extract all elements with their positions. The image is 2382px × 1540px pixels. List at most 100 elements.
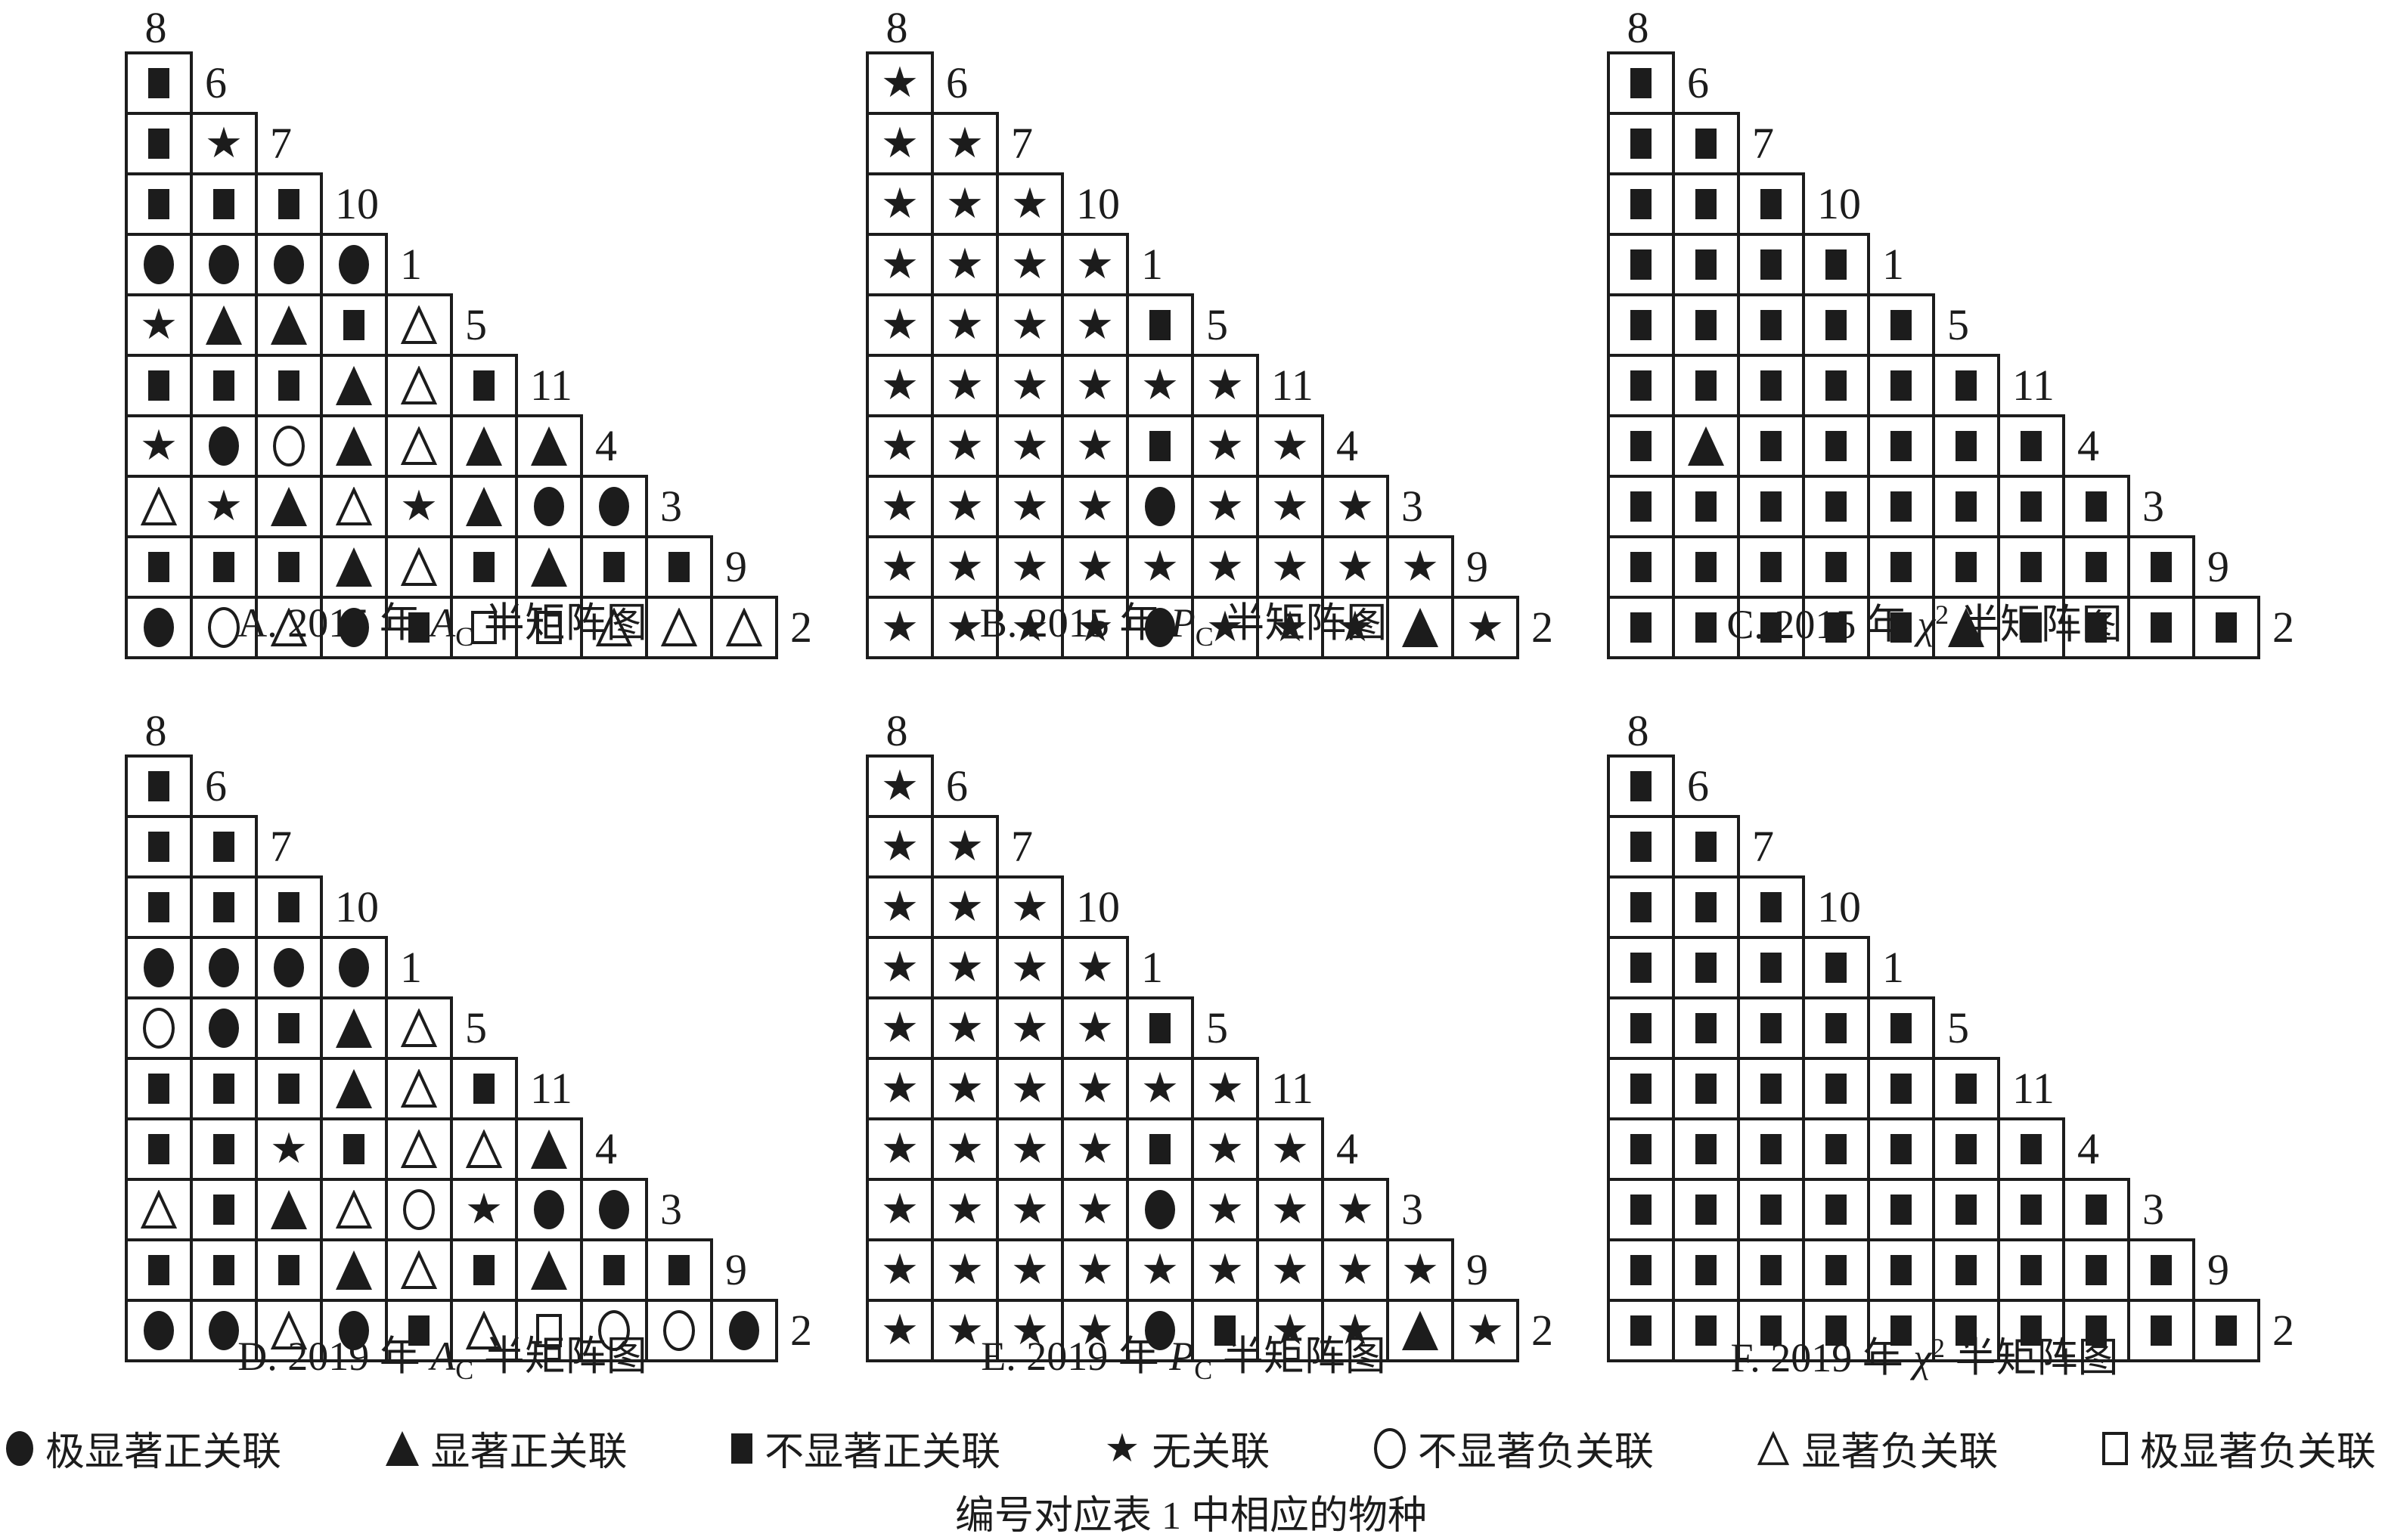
matrix-row: 7 [125, 815, 812, 878]
caption-prefix: E. 2019 年 [981, 1334, 1170, 1379]
matrix-cell [1802, 1117, 1870, 1181]
filled-square-icon [1825, 249, 1847, 280]
open-triangle-icon [401, 305, 437, 344]
matrix-cell: ★ [866, 233, 934, 296]
matrix-row-label: 6 [946, 58, 968, 107]
matrix-cell [645, 1299, 713, 1362]
filled-square-icon [1956, 370, 1977, 401]
matrix-row-label: 3 [2142, 1185, 2164, 1234]
matrix-cell [190, 875, 258, 939]
half-matrix: ★ 6 ★ ★ 7 ★ ★ ★ 10 ★ ★ ★ ★ 1 ★ ★ ★ ★ 5 ★ ★ ★ ★ ★ ★ 11 ★ ★ ★ ★ ★ ★ 4 ★ ★ ★ ★ ★… [866, 755, 1553, 1362]
filled-square-icon [473, 1074, 495, 1104]
matrix-row-label: 1 [400, 240, 422, 289]
matrix-row: ★ ★ ★ ★ ★ ★ 4 [866, 1117, 1553, 1181]
matrix-row: 9 [1607, 535, 2294, 599]
matrix-cell [320, 475, 388, 538]
filled-square-icon [2086, 491, 2107, 522]
star-icon: ★ [945, 943, 985, 992]
matrix-cell [1737, 354, 1805, 417]
matrix-cell [2062, 596, 2130, 659]
matrix-top-label: 8 [144, 706, 167, 755]
matrix-row: ★ ★ ★ ★ ★ ★ 11 [866, 354, 1553, 417]
matrix-cell: ★ [1061, 936, 1129, 999]
matrix-row-label: 2 [2272, 603, 2294, 652]
matrix-cell: ★ [866, 1117, 934, 1181]
legend-label: 不显著正关联 [765, 1431, 1001, 1474]
filled-square-icon [2021, 552, 2042, 582]
filled-square-icon [2151, 1315, 2172, 1346]
panel-f: 8 6 7 10 1 5 11 4 3 9 2 [1607, 709, 2294, 1362]
filled-triangle-icon [1948, 608, 1984, 647]
matrix-cell: ★ [996, 996, 1064, 1060]
filled-square-icon [1760, 552, 1782, 582]
panel-c: 8 6 7 10 1 5 11 4 3 9 2 [1607, 6, 2294, 659]
matrix-top-label: 8 [144, 3, 167, 52]
matrix-row-label: 4 [2077, 1124, 2099, 1173]
filled-square-icon [1825, 431, 1847, 461]
matrix-cell [1802, 1299, 1870, 1362]
filled-square-icon [1630, 832, 1652, 862]
matrix-row-label: 7 [1011, 119, 1033, 168]
matrix-cell [385, 1057, 453, 1120]
matrix-cell [1737, 1117, 1805, 1181]
matrix-cell [1607, 172, 1675, 236]
matrix-cell [1607, 1299, 1675, 1362]
filled-square-icon [213, 1134, 234, 1164]
matrix-cell [1802, 233, 1870, 296]
matrix-cell [1672, 112, 1740, 175]
filled-square-icon [1695, 310, 1717, 340]
filled-square-icon [1956, 552, 1977, 582]
filled-square-icon [2021, 1195, 2042, 1225]
matrix-row: 1 [1607, 936, 2294, 999]
open-triangle-icon [271, 608, 307, 646]
matrix-cell [255, 233, 323, 296]
matrix-cell [580, 535, 648, 599]
matrix-row: 10 [125, 172, 812, 236]
matrix-row: 9 [125, 535, 812, 599]
matrix-row-label: 1 [1141, 943, 1163, 992]
panel-caption-b: B. 2015 年 PC 半矩阵图 [813, 599, 1554, 653]
matrix-cell [320, 1117, 388, 1181]
matrix-cell: ★ [996, 1178, 1064, 1241]
matrix-cell [1867, 475, 1935, 538]
matrix-cell [1737, 414, 1805, 478]
star-icon: ★ [1335, 1185, 1375, 1234]
filled-square-icon [213, 1074, 234, 1104]
star-icon: ★ [1335, 1306, 1375, 1355]
matrix-cell [385, 535, 453, 599]
legend-label: 不显著负关联 [1417, 1431, 1654, 1474]
matrix-row: ★ ★ ★ ★ 5 [866, 293, 1553, 357]
matrix-cell [1802, 293, 1870, 357]
matrix-cell: ★ [1191, 475, 1259, 538]
star-icon: ★ [1010, 603, 1050, 652]
star-icon: ★ [1270, 1185, 1310, 1234]
matrix-cell: ★ [1191, 596, 1259, 659]
star-icon: ★ [1205, 1124, 1245, 1173]
half-matrix: 6 7 10 1 5 11 4 3 9 2 [1607, 51, 2294, 659]
filled-square-icon [1630, 1255, 1652, 1285]
matrix-row: ★ 6 [866, 755, 1553, 818]
filled-triangle-icon [1402, 608, 1438, 647]
star-icon: ★ [1075, 1064, 1115, 1113]
star-icon: ★ [399, 482, 439, 531]
star-icon: ★ [880, 882, 920, 931]
filled-square-icon [1825, 953, 1847, 983]
matrix-cell [580, 1178, 648, 1241]
matrix-cell [125, 1057, 193, 1120]
matrix-cell [1607, 535, 1675, 599]
matrix-cell [190, 233, 258, 296]
matrix-row: ★ ★ ★ ★ ★ ★ ★ ★ 2 [866, 596, 1553, 659]
matrix-cell [1737, 1299, 1805, 1362]
star-icon: ★ [945, 240, 985, 289]
matrix-cell [1802, 535, 1870, 599]
filled-triangle-icon [336, 426, 372, 466]
matrix-row: 1 [1607, 233, 2294, 296]
matrix-cell [125, 475, 193, 538]
filled-square-icon [2021, 1255, 2042, 1285]
matrix-row: ★ 3 [125, 1178, 812, 1241]
matrix-cell [125, 596, 193, 659]
filled-square-icon [278, 189, 299, 219]
filled-circle-icon [209, 245, 239, 284]
matrix-cell: ★ [931, 293, 999, 357]
filled-square-icon [1630, 189, 1652, 219]
